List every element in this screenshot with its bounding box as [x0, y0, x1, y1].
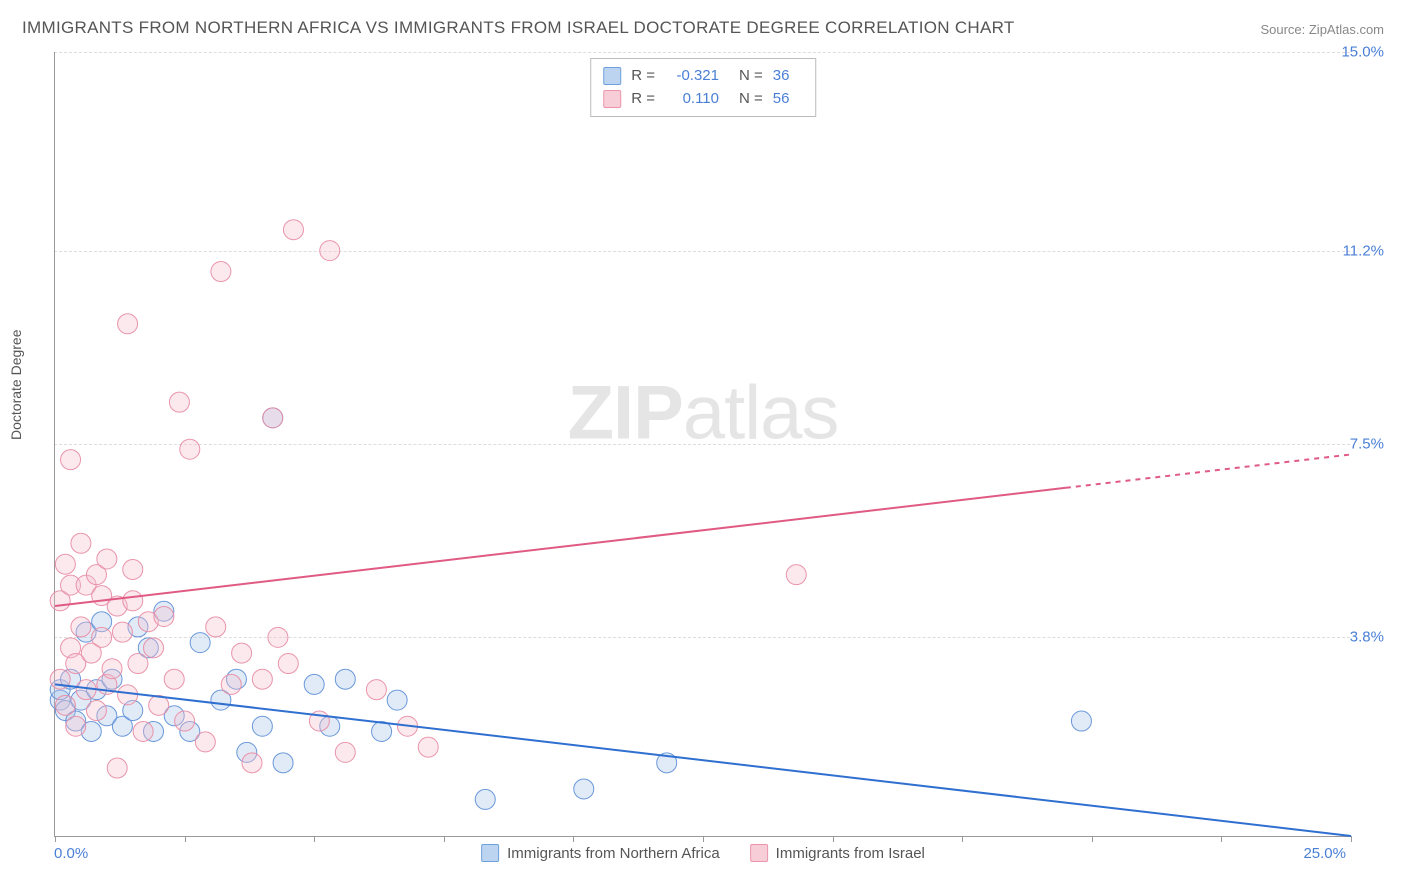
scatter-point	[268, 627, 288, 647]
scatter-point	[1071, 711, 1091, 731]
legend-n-value: 36	[773, 65, 803, 88]
x-tick-mark	[444, 836, 445, 842]
scatter-point	[97, 549, 117, 569]
y-tick-label: 7.5%	[1350, 436, 1384, 453]
scatter-point	[169, 392, 189, 412]
scatter-point	[387, 690, 407, 710]
scatter-point	[283, 220, 303, 240]
scatter-point	[335, 669, 355, 689]
legend-r-label: R =	[631, 65, 655, 88]
regression-line-dashed	[1066, 454, 1351, 487]
scatter-point	[92, 627, 112, 647]
scatter-point	[252, 669, 272, 689]
scatter-point	[86, 701, 106, 721]
scatter-point	[242, 753, 262, 773]
plot-area: ZIPatlas	[54, 52, 1351, 837]
scatter-point	[278, 654, 298, 674]
scatter-point	[786, 565, 806, 585]
x-tick-mark	[1351, 836, 1352, 842]
legend-row: R = 0.110 N = 56	[603, 88, 803, 111]
series-name: Immigrants from Northern Africa	[507, 845, 720, 862]
scatter-point	[128, 654, 148, 674]
x-tick-mark	[55, 836, 56, 842]
legend-swatch	[481, 844, 499, 862]
legend-swatch	[603, 67, 621, 85]
scatter-point	[263, 408, 283, 428]
chart-title: IMMIGRANTS FROM NORTHERN AFRICA VS IMMIG…	[22, 18, 1015, 38]
series-legend: Immigrants from Northern Africa Immigrant…	[481, 844, 925, 862]
x-tick-mark	[1092, 836, 1093, 842]
x-tick-mark	[703, 836, 704, 842]
legend-n-label: N =	[739, 88, 763, 111]
x-tick-mark	[1221, 836, 1222, 842]
scatter-point	[118, 314, 138, 334]
x-tick-mark	[833, 836, 834, 842]
series-legend-item: Immigrants from Israel	[750, 844, 925, 862]
scatter-point	[154, 606, 174, 626]
legend-n-label: N =	[739, 65, 763, 88]
correlation-legend: R = -0.321 N = 36 R = 0.110 N = 56	[590, 58, 816, 117]
x-tick-mark	[573, 836, 574, 842]
legend-r-value: 0.110	[665, 88, 719, 111]
scatter-point	[118, 685, 138, 705]
source-attribution: Source: ZipAtlas.com	[1260, 22, 1384, 37]
scatter-point	[107, 758, 127, 778]
scatter-point	[66, 716, 86, 736]
x-axis-max-label: 25.0%	[1303, 845, 1346, 862]
scatter-point	[143, 638, 163, 658]
scatter-point	[320, 241, 340, 261]
scatter-point	[366, 680, 386, 700]
scatter-point	[180, 439, 200, 459]
scatter-point	[206, 617, 226, 637]
scatter-point	[55, 695, 75, 715]
x-tick-mark	[962, 836, 963, 842]
legend-row: R = -0.321 N = 36	[603, 65, 803, 88]
scatter-point	[123, 559, 143, 579]
scatter-point	[102, 659, 122, 679]
chart-container: IMMIGRANTS FROM NORTHERN AFRICA VS IMMIG…	[0, 0, 1406, 892]
legend-r-label: R =	[631, 88, 655, 111]
scatter-point	[335, 742, 355, 762]
regression-line	[55, 488, 1066, 606]
scatter-point	[175, 711, 195, 731]
scatter-point	[164, 669, 184, 689]
legend-swatch	[750, 844, 768, 862]
scatter-point	[252, 716, 272, 736]
scatter-point	[123, 591, 143, 611]
scatter-svg	[55, 52, 1351, 836]
scatter-point	[304, 674, 324, 694]
y-tick-label: 3.8%	[1350, 629, 1384, 646]
scatter-point	[71, 617, 91, 637]
x-axis-min-label: 0.0%	[54, 845, 88, 862]
scatter-point	[211, 262, 231, 282]
scatter-point	[61, 450, 81, 470]
scatter-point	[372, 721, 392, 741]
scatter-point	[221, 674, 241, 694]
scatter-point	[195, 732, 215, 752]
scatter-point	[418, 737, 438, 757]
scatter-point	[133, 721, 153, 741]
y-axis-label: Doctorate Degree	[8, 329, 24, 440]
legend-r-value: -0.321	[665, 65, 719, 88]
x-tick-mark	[185, 836, 186, 842]
scatter-point	[190, 633, 210, 653]
series-legend-item: Immigrants from Northern Africa	[481, 844, 720, 862]
scatter-point	[232, 643, 252, 663]
legend-n-value: 56	[773, 88, 803, 111]
scatter-point	[475, 789, 495, 809]
series-name: Immigrants from Israel	[776, 845, 925, 862]
legend-swatch	[603, 90, 621, 108]
scatter-point	[574, 779, 594, 799]
scatter-point	[112, 622, 132, 642]
scatter-point	[273, 753, 293, 773]
x-tick-mark	[314, 836, 315, 842]
scatter-point	[71, 533, 91, 553]
scatter-point	[55, 554, 75, 574]
